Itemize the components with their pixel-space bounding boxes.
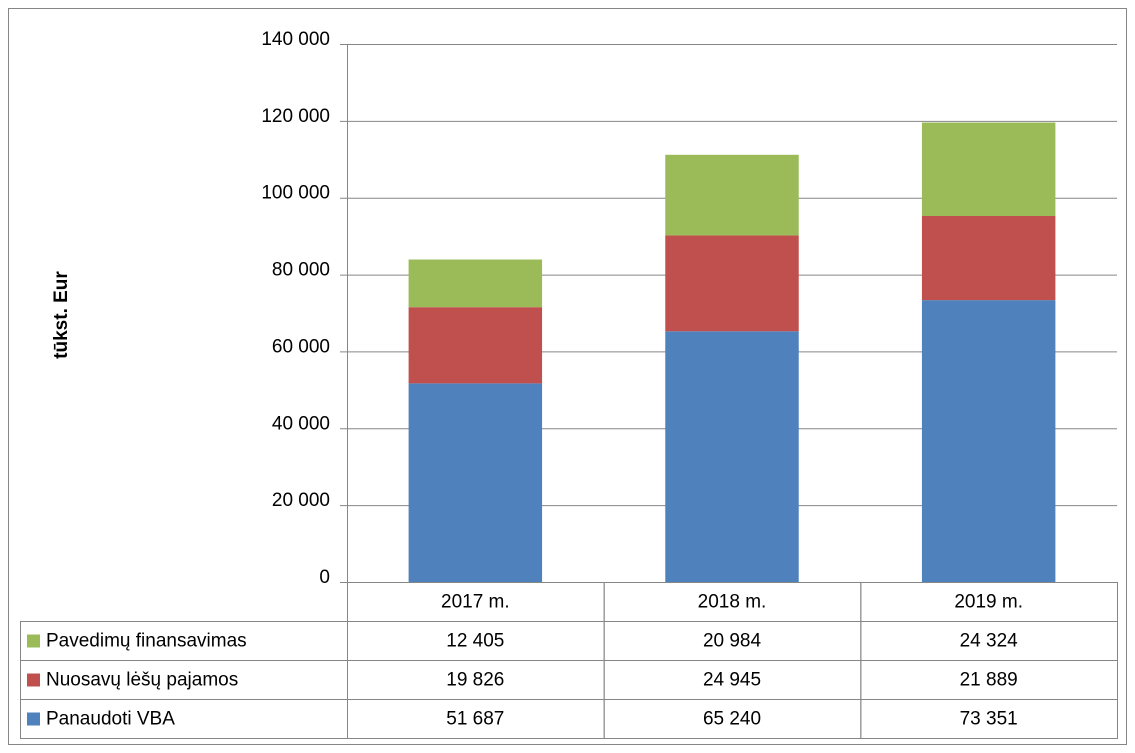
x-tick-label: 2017 m. <box>441 592 510 613</box>
bar-segment <box>408 307 543 384</box>
table-value: 65 240 <box>703 709 761 730</box>
legend-label: Panaudoti VBA <box>46 709 175 730</box>
bar-segment <box>408 383 543 582</box>
table-value: 12 405 <box>446 631 504 652</box>
legend-label: Pavedimų finansavimas <box>46 631 247 652</box>
bar-segment <box>921 216 1056 301</box>
y-tick-label: 80 000 <box>272 260 330 281</box>
bar-segment <box>408 259 543 308</box>
y-tick-label: 140 000 <box>261 29 330 50</box>
table-value: 24 324 <box>960 631 1019 652</box>
legend-label: Nuosavų lėšų pajamos <box>46 670 238 691</box>
table-cell <box>860 621 1118 661</box>
table-value: 24 945 <box>703 670 761 691</box>
y-tick-label: 0 <box>319 567 330 588</box>
bar-segment <box>665 235 799 332</box>
table-value: 20 984 <box>703 631 762 652</box>
bar-segment <box>921 300 1056 582</box>
y-tick-label: 20 000 <box>272 490 330 511</box>
legend-swatch <box>27 634 40 648</box>
y-tick-label: 40 000 <box>272 413 330 434</box>
table-value: 51 687 <box>446 709 504 730</box>
legend-swatch <box>27 712 40 726</box>
x-tick-label: 2018 m. <box>698 592 767 613</box>
bar-segment <box>665 154 799 236</box>
y-tick-label: 60 000 <box>272 336 330 357</box>
table-value: 19 826 <box>446 670 504 691</box>
y-tick-label: 100 000 <box>261 183 330 204</box>
y-tick-label: 120 000 <box>261 106 330 127</box>
bar-segment <box>921 122 1056 217</box>
x-tick-label: 2019 m. <box>954 592 1023 613</box>
bar-segment <box>665 331 799 582</box>
y-axis-label: tūkst. Eur <box>51 271 72 359</box>
table-value: 21 889 <box>960 670 1018 691</box>
table-value: 73 351 <box>960 709 1018 730</box>
legend-swatch <box>27 673 40 687</box>
